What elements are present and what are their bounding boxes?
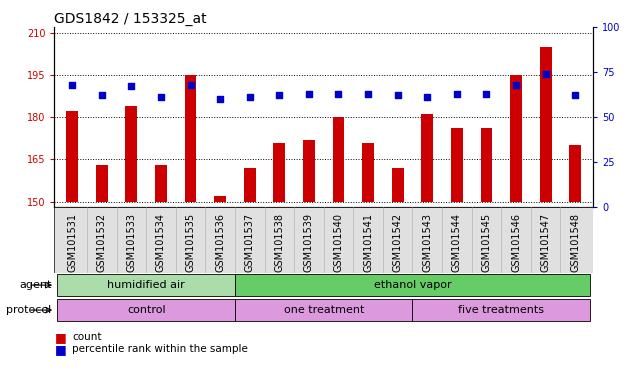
Point: [156, 94, 166, 100]
Text: count: count: [72, 332, 102, 342]
Text: GSM101541: GSM101541: [363, 213, 373, 271]
Point: [570, 93, 580, 99]
Bar: [333, 117, 344, 202]
Bar: [540, 46, 551, 202]
Point: [422, 94, 433, 100]
Bar: [569, 145, 581, 202]
Point: [363, 91, 373, 97]
Text: ethanol vapor: ethanol vapor: [374, 280, 451, 290]
Point: [452, 91, 462, 97]
Bar: [185, 75, 197, 202]
Bar: [303, 140, 315, 202]
Bar: [54, 207, 593, 273]
Text: GSM101543: GSM101543: [422, 213, 432, 271]
Text: GSM101540: GSM101540: [333, 213, 344, 271]
Text: one treatment: one treatment: [283, 305, 364, 314]
Point: [392, 93, 403, 99]
Bar: [58, 274, 235, 296]
Text: GSM101546: GSM101546: [511, 213, 521, 271]
Text: GSM101548: GSM101548: [570, 213, 580, 271]
Bar: [392, 168, 404, 202]
Point: [333, 91, 344, 97]
Bar: [126, 106, 137, 202]
Bar: [274, 142, 285, 202]
Text: GSM101545: GSM101545: [481, 213, 492, 272]
Text: GDS1842 / 153325_at: GDS1842 / 153325_at: [54, 12, 207, 26]
Text: GSM101532: GSM101532: [97, 213, 107, 272]
Bar: [510, 75, 522, 202]
Text: ■: ■: [54, 343, 66, 356]
Point: [540, 71, 551, 77]
Text: protocol: protocol: [6, 305, 51, 315]
Bar: [235, 274, 590, 296]
Bar: [155, 165, 167, 202]
Bar: [362, 142, 374, 202]
Text: five treatments: five treatments: [458, 305, 544, 314]
Text: GSM101537: GSM101537: [245, 213, 254, 272]
Text: GSM101533: GSM101533: [126, 213, 137, 271]
Text: GSM101531: GSM101531: [67, 213, 77, 271]
Text: agent: agent: [19, 280, 51, 290]
Point: [245, 94, 255, 100]
Bar: [66, 111, 78, 202]
Point: [185, 81, 196, 88]
Bar: [96, 165, 108, 202]
Bar: [412, 299, 590, 321]
Text: humidified air: humidified air: [107, 280, 185, 290]
Point: [481, 91, 492, 97]
Text: GSM101534: GSM101534: [156, 213, 166, 271]
Bar: [481, 128, 492, 202]
Point: [215, 96, 225, 102]
Point: [67, 81, 78, 88]
Point: [126, 83, 137, 89]
Bar: [451, 128, 463, 202]
Text: GSM101536: GSM101536: [215, 213, 225, 271]
Text: GSM101538: GSM101538: [274, 213, 285, 271]
Text: GSM101544: GSM101544: [452, 213, 462, 271]
Bar: [214, 196, 226, 202]
Bar: [235, 299, 412, 321]
Text: GSM101539: GSM101539: [304, 213, 314, 271]
Bar: [244, 168, 256, 202]
Point: [304, 91, 314, 97]
Text: GSM101535: GSM101535: [186, 213, 196, 272]
Point: [274, 93, 285, 99]
Point: [97, 93, 107, 99]
Point: [511, 81, 521, 88]
Bar: [58, 299, 235, 321]
Bar: [421, 114, 433, 202]
Text: GSM101542: GSM101542: [393, 213, 403, 272]
Text: GSM101547: GSM101547: [540, 213, 551, 272]
Text: percentile rank within the sample: percentile rank within the sample: [72, 344, 248, 354]
Text: control: control: [127, 305, 165, 314]
Text: ■: ■: [54, 331, 66, 344]
